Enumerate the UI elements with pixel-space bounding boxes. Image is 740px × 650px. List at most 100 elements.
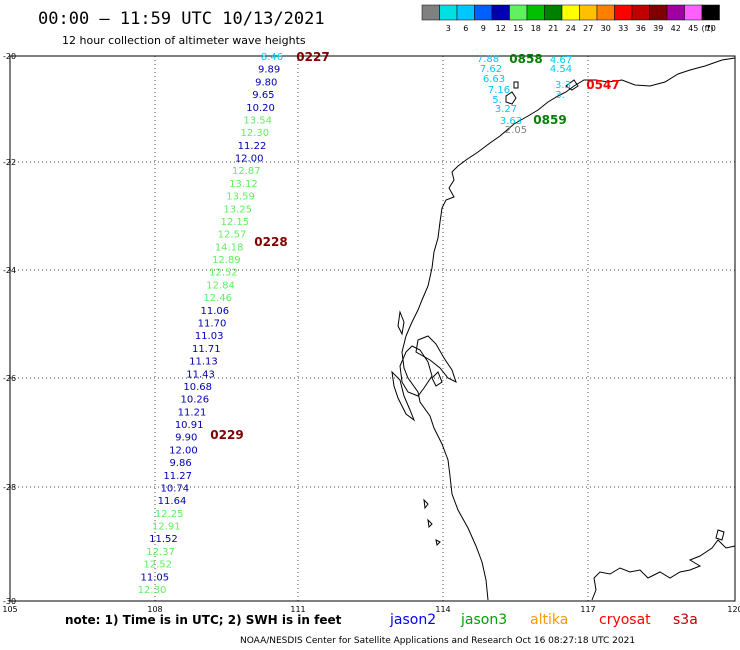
footer-note: note: 1) Time is in UTC; 2) SWH is in fe…: [65, 613, 342, 627]
altimeter-track-coast: 7.887.626.637.165.3.273.632.05 4.674.54 3.…: [477, 52, 620, 136]
legend-swatch: [456, 4, 475, 21]
pass-time-label: 0858: [509, 52, 542, 66]
wave-height-label: 11.43: [186, 369, 215, 380]
legend-swatch: [579, 4, 598, 21]
wave-height-label: 4.67: [550, 55, 572, 66]
legend-swatch: [526, 4, 545, 21]
wave-height-label: 7.62: [480, 64, 502, 75]
wave-height-label: 13.59: [226, 192, 255, 203]
legend-label: 27: [583, 24, 593, 33]
legend-label: 45: [688, 24, 698, 33]
legend-label: 21: [548, 24, 558, 33]
lat-tick-label: -26: [3, 374, 16, 383]
legend-swatch: [509, 4, 528, 21]
wave-height-label: 5.: [492, 95, 502, 106]
lon-tick-label: 111: [290, 605, 305, 614]
lat-tick-label: -24: [3, 266, 16, 275]
legend-swatch: [684, 4, 703, 21]
lat-tick-label: -28: [3, 483, 16, 492]
lat-lon-grid: 105 108 111 114 117 120 -20 -22 -24 -26 -28 -30: [2, 52, 740, 614]
wave-height-label: 11.13: [189, 357, 218, 368]
legend-swatch: [666, 4, 685, 21]
legend-swatch: [561, 4, 580, 21]
lat-tick-label: -30: [3, 597, 16, 606]
legend-swatch: [614, 4, 633, 21]
satellite-name: altika: [530, 612, 568, 628]
wave-height-label: 9.89: [258, 65, 280, 76]
wave-height-label: 12.52: [209, 268, 238, 279]
wave-height-label: 11.22: [238, 141, 267, 152]
legend-swatch: [474, 4, 493, 21]
wave-height-label: 10.91: [175, 420, 204, 431]
pass-time-label: 0547: [586, 78, 619, 92]
pass-time-label: 0859: [533, 113, 566, 127]
wave-height-label: 10.26: [181, 395, 210, 406]
wave-height-label: 9.65: [252, 90, 274, 101]
legend-label: 36: [636, 24, 646, 33]
wave-height-label: 14.18: [215, 242, 244, 253]
wave-height-label: 10.74: [161, 483, 190, 494]
legend-label: 6: [463, 24, 468, 33]
lon-tick-label: 117: [580, 605, 595, 614]
color-legend: 3 6 9 12 15 18 21 24 27 30 33 36 39 42 45 70(ft): [421, 4, 720, 33]
legend-swatch: [631, 4, 650, 21]
legend-swatch: [491, 4, 510, 21]
wave-height-label: 12.52: [143, 560, 172, 571]
legend-label: 39: [653, 24, 663, 33]
wave-height-label: 11.70: [198, 319, 227, 330]
wave-height-label: 12.00: [169, 445, 198, 456]
legend-label: 9: [481, 24, 486, 33]
wave-height-label: 12.46: [203, 293, 232, 304]
wave-height-label: 12.25: [155, 509, 184, 520]
wave-height-label: 8.46: [261, 52, 283, 63]
wave-height-label: 11.71: [192, 344, 221, 355]
pass-time-label: 0229: [210, 428, 243, 442]
lon-tick-label: 114: [435, 605, 450, 614]
wave-height-label: 13.54: [243, 115, 272, 126]
legend-swatch: [596, 4, 615, 21]
wave-height-label: 10.20: [246, 103, 275, 114]
wave-height-label: 7.16: [488, 85, 510, 96]
wave-height-label: 3.3: [555, 80, 571, 91]
wave-height-label: 3.63: [500, 116, 522, 127]
wave-height-label: 9.80: [255, 77, 277, 88]
wave-height-label: 12.91: [152, 522, 181, 533]
wave-height-label: 3.: [555, 90, 565, 101]
wave-height-label: 11.06: [201, 306, 230, 317]
wave-height-label: 12.87: [232, 166, 261, 177]
legend-swatch: [649, 4, 668, 21]
wave-height-label: 11.52: [149, 534, 178, 545]
wave-height-label: 12.37: [146, 547, 175, 558]
lon-tick-label: 120: [727, 605, 740, 614]
legend-label: 3: [446, 24, 451, 33]
footer-credit: NOAA/NESDIS Center for Satellite Applica…: [240, 636, 635, 646]
legend-swatch: [544, 4, 563, 21]
legend-swatch: [421, 4, 440, 21]
satellite-name: cryosat: [599, 612, 651, 628]
wave-height-label: 11.27: [163, 471, 192, 482]
satellite-name: jason3: [460, 612, 507, 628]
wave-height-label: 3.27: [495, 104, 517, 115]
wave-height-label: 2.05: [505, 125, 527, 136]
legend-label: 15: [513, 24, 523, 33]
map-frame: [9, 55, 736, 602]
legend-label: 33: [618, 24, 628, 33]
wave-height-label: 6.63: [483, 74, 505, 85]
wave-height-label: 10.68: [183, 382, 212, 393]
legend-label: 70: [706, 24, 716, 33]
wave-height-label: 12.30: [241, 128, 270, 139]
wave-height-label: 13.12: [229, 179, 258, 190]
wave-height-label: 12.84: [206, 280, 235, 291]
lon-tick-label: 108: [147, 605, 162, 614]
wave-height-label: 9.90: [175, 433, 197, 444]
legend-unit: (ft): [701, 24, 713, 33]
satellite-legend: jason2 jason3 altika cryosat s3a: [389, 612, 698, 628]
wave-height-label: 12.57: [218, 230, 247, 241]
wave-height-label: 12.89: [212, 255, 241, 266]
coastline: [391, 57, 736, 601]
wave-height-label: 12.30: [138, 585, 167, 596]
lon-tick-label: 105: [2, 605, 17, 614]
map-subtitle: 12 hour collection of altimeter wave hei…: [62, 34, 306, 47]
